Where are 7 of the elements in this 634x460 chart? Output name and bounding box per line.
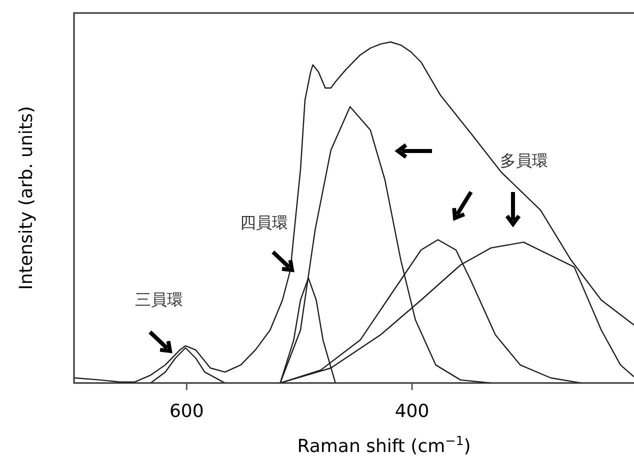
annotation: 多員環 (500, 151, 548, 170)
annotation: 三員環 (135, 290, 183, 309)
annotation: 四員環 (240, 213, 288, 232)
x-tick-label: 600 (169, 401, 204, 422)
y-axis-title: Intensity (arb. units) (16, 106, 37, 290)
x-axis-title: Raman shift (cm$^{−1}$) (297, 432, 471, 457)
x-tick-label: 400 (394, 401, 430, 422)
